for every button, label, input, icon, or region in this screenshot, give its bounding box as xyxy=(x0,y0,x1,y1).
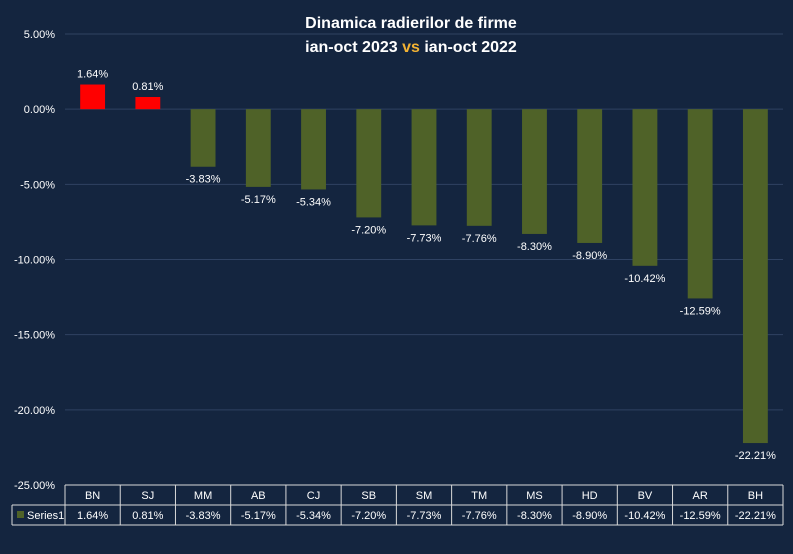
table-value-bh: -22.21% xyxy=(735,510,776,522)
bar-sm xyxy=(411,109,437,226)
legend-series-name: Series1 xyxy=(27,510,64,522)
bar-hd xyxy=(577,109,603,243)
table-category-bv: BV xyxy=(638,490,653,502)
table-category-hd: HD xyxy=(582,490,598,502)
data-label-hd: -8.90% xyxy=(572,250,607,262)
data-label-bn: 1.64% xyxy=(77,69,108,81)
table-value-tm: -7.76% xyxy=(462,510,497,522)
table-category-sb: SB xyxy=(361,490,376,502)
table-value-hd: -8.90% xyxy=(572,510,607,522)
table-category-sm: SM xyxy=(416,490,433,502)
y-tick-label: -5.00% xyxy=(20,179,55,191)
data-label-ab: -5.17% xyxy=(241,194,276,206)
table-category-tm: TM xyxy=(471,490,487,502)
legend-key xyxy=(17,511,24,518)
table-category-bn: BN xyxy=(85,490,100,502)
chart-title-line1: Dinamica radierilor de firme xyxy=(305,15,517,32)
data-label-ms: -8.30% xyxy=(517,241,552,253)
data-label-ar: -12.59% xyxy=(680,305,721,317)
data-label-mm: -3.83% xyxy=(186,174,221,186)
bar-ab xyxy=(245,109,271,187)
table-value-ab: -5.17% xyxy=(241,510,276,522)
data-label-sj: 0.81% xyxy=(132,81,163,93)
title-period-current: ian-oct 2023 xyxy=(305,39,398,56)
y-tick-label: -10.00% xyxy=(14,255,55,267)
bar-bn xyxy=(80,84,106,110)
data-label-sb: -7.20% xyxy=(351,224,386,236)
y-tick-label: -15.00% xyxy=(14,330,55,342)
bar-sj xyxy=(135,96,161,110)
data-label-cj: -5.34% xyxy=(296,196,331,208)
table-value-bn: 1.64% xyxy=(77,510,108,522)
bar-bh xyxy=(742,109,768,444)
data-label-bh: -22.21% xyxy=(735,450,776,462)
data-table: BN 1.64% SJ 0.81% MM -3.83% AB -5.17% CJ -5.34% SB… xyxy=(11,484,784,526)
table-value-ms: -8.30% xyxy=(517,510,552,522)
table-category-mm: MM xyxy=(194,490,212,502)
table-value-cj: -5.34% xyxy=(296,510,331,522)
bar-cj xyxy=(301,109,326,190)
data-labels: 1.64% 0.81% -3.83% -5.17% -5.34% -7.20% -7.73%… xyxy=(77,69,776,463)
chart-title-line2: ian-oct 2023 vs ian-oct 2022 xyxy=(305,39,517,56)
table-category-cj: CJ xyxy=(307,490,320,502)
data-label-tm: -7.76% xyxy=(462,233,497,245)
y-tick-label: -25.00% xyxy=(14,480,55,492)
bar-bv xyxy=(632,109,658,266)
bar-sb xyxy=(356,109,382,218)
table-value-sb: -7.20% xyxy=(351,510,386,522)
data-label-sm: -7.73% xyxy=(407,232,442,244)
table-category-ab: AB xyxy=(251,490,266,502)
y-axis: 5.00% 0.00% -5.00% -10.00% -15.00% -20.00% -25… xyxy=(14,29,55,492)
bar-mm xyxy=(190,109,216,167)
bar-ar xyxy=(687,109,713,299)
table-category-ar: AR xyxy=(693,490,708,502)
bar-ms xyxy=(522,109,547,234)
table-category-bh: BH xyxy=(748,490,763,502)
data-label-bv: -10.42% xyxy=(624,273,665,285)
table-value-bv: -10.42% xyxy=(624,510,665,522)
title-vs: vs xyxy=(402,39,420,56)
title-period-previous: ian-oct 2022 xyxy=(424,39,517,56)
bars xyxy=(80,84,768,444)
bar-tm xyxy=(466,109,492,226)
table-value-sj: 0.81% xyxy=(132,510,163,522)
y-tick-label: 5.00% xyxy=(24,29,55,41)
table-category-sj: SJ xyxy=(141,490,154,502)
table-value-mm: -3.83% xyxy=(186,510,221,522)
gridlines xyxy=(65,33,783,486)
table-value-ar: -12.59% xyxy=(680,510,721,522)
y-tick-label: 0.00% xyxy=(24,104,55,116)
table-value-sm: -7.73% xyxy=(407,510,442,522)
table-category-ms: MS xyxy=(526,490,543,502)
y-tick-label: -20.00% xyxy=(14,405,55,417)
